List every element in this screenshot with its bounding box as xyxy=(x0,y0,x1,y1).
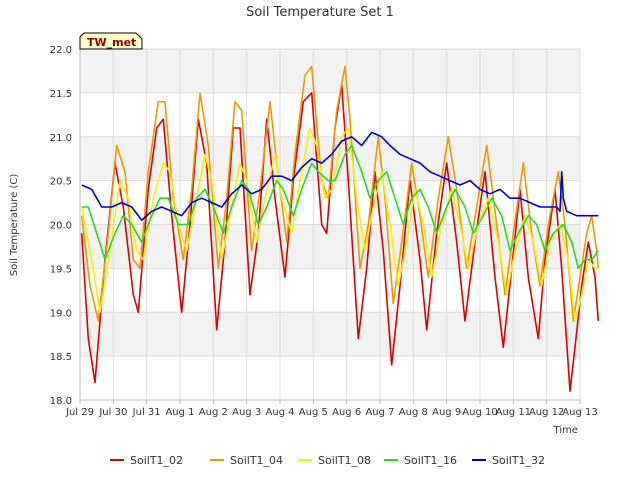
x-tick-label: Aug 10 xyxy=(462,407,497,418)
x-tick-label: Aug 6 xyxy=(332,407,361,418)
x-tick-label: Aug 3 xyxy=(232,407,261,418)
y-tick-label: 21.0 xyxy=(50,133,72,144)
plot-band xyxy=(80,356,580,400)
legend-label-soilt1-02: SoilT1_02 xyxy=(130,454,183,467)
y-tick-label: 18.0 xyxy=(50,396,72,407)
plot-band xyxy=(80,312,580,357)
chart-title: Soil Temperature Set 1 xyxy=(246,5,394,20)
y-tick-label: 22.0 xyxy=(50,45,72,56)
x-tick-label: Aug 13 xyxy=(562,407,597,418)
x-tick-label: Aug 9 xyxy=(432,407,461,418)
legend-label-soilt1-32: SoilT1_32 xyxy=(492,454,545,467)
legend-label-soilt1-16: SoilT1_16 xyxy=(404,454,457,467)
x-axis-label: Time xyxy=(553,425,578,436)
y-tick-label: 21.5 xyxy=(50,89,72,100)
legend: SoilT1_02 SoilT1_04 SoilT1_08 SoilT1_16 Soil… xyxy=(110,454,545,467)
x-tick-label: Jul 30 xyxy=(98,407,127,418)
legend-label-soilt1-08: SoilT1_08 xyxy=(318,454,371,467)
y-tick-labels: 18.0 18.5 19.0 19.5 20.0 20.5 21.0 21.5 22.0 xyxy=(50,45,72,407)
plot-band xyxy=(80,92,580,137)
y-tick-label: 19.5 xyxy=(50,264,72,275)
series-line-soilt1-16 xyxy=(81,144,599,270)
y-tick-label: 20.5 xyxy=(50,177,72,188)
plot-area xyxy=(80,49,580,400)
x-tick-label: Aug 5 xyxy=(299,407,328,418)
x-tick-label: Aug 12 xyxy=(529,407,564,418)
y-tick-label: 20.0 xyxy=(50,221,72,232)
y-tick-label: 18.5 xyxy=(50,352,72,363)
y-axis-label: Soil Temperature (C) xyxy=(9,174,20,277)
legend-label-soilt1-04: SoilT1_04 xyxy=(230,454,283,467)
x-tick-label: Jul 29 xyxy=(65,407,94,418)
station-badge-box xyxy=(79,32,143,50)
x-tick-labels: Jul 29 Jul 30 Jul 31 Aug 1 Aug 2 Aug 3 Aug 4 Au… xyxy=(65,400,598,418)
x-tick-label: Aug 1 xyxy=(165,407,194,418)
series-lines xyxy=(80,65,600,392)
series-line-soilt1-32 xyxy=(81,131,599,221)
grid-lines xyxy=(79,48,581,401)
station-badge: TW_met xyxy=(79,32,143,50)
station-badge-label: TW_met xyxy=(87,36,136,49)
x-tick-label: Aug 11 xyxy=(496,407,531,418)
x-tick-label: Jul 31 xyxy=(132,407,161,418)
series-line-soilt1-08 xyxy=(80,127,599,322)
x-tick-label: Aug 4 xyxy=(265,407,294,418)
axes xyxy=(79,49,580,401)
series-line-soilt1-04 xyxy=(80,65,600,322)
x-tick-label: Aug 2 xyxy=(199,407,228,418)
x-tick-label: Aug 8 xyxy=(399,407,428,418)
plot-band xyxy=(80,49,580,93)
x-tick-label: Aug 7 xyxy=(365,407,394,418)
y-tick-label: 19.0 xyxy=(50,308,72,319)
